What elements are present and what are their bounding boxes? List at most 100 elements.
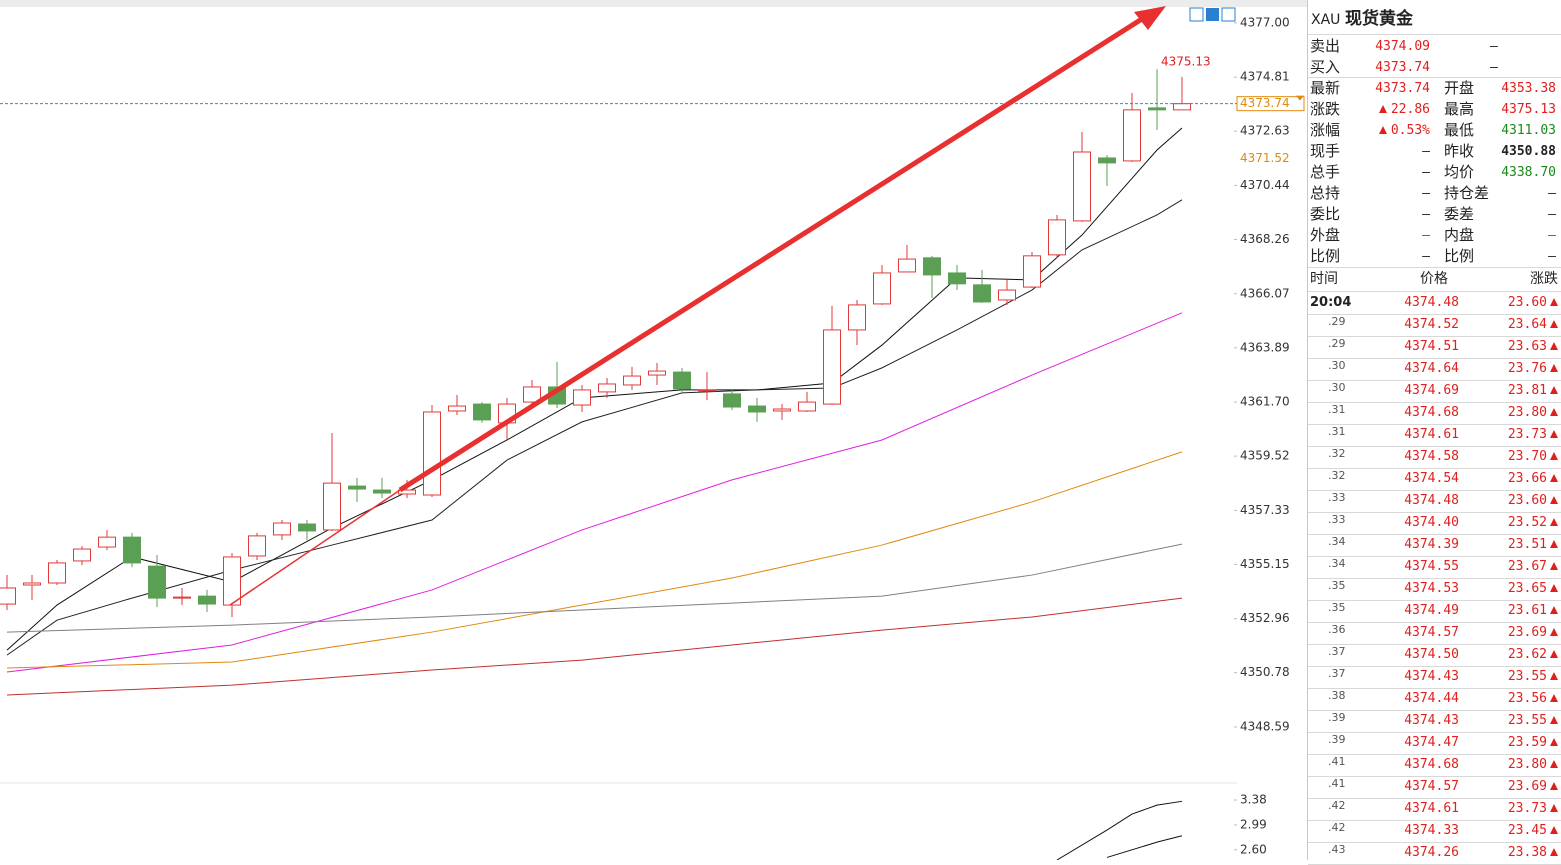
separator — [1308, 776, 1561, 777]
y-tick-label: 2.99 — [1240, 817, 1267, 831]
candle-body — [473, 403, 491, 421]
quote-value: – — [1422, 165, 1430, 180]
tick-time: .39 — [1328, 733, 1346, 746]
icon[interactable] — [1221, 7, 1236, 22]
candle-body — [73, 548, 91, 562]
tick-time: .35 — [1328, 579, 1346, 592]
trend-line — [229, 489, 401, 606]
separator — [1308, 710, 1561, 711]
y-tick-label: 2.60 — [1240, 842, 1267, 856]
candle-body — [823, 329, 841, 405]
y-tick-label: 4352.96 — [1240, 611, 1290, 625]
indicator-line — [1106, 835, 1183, 858]
candle-body — [573, 389, 591, 406]
quote-label: 委差 — [1444, 205, 1475, 223]
y-tick-label: 4366.07 — [1240, 286, 1290, 300]
quote-value: 22.86 — [1379, 101, 1430, 119]
candle-body — [373, 489, 391, 494]
toolbar-icons[interactable] — [1189, 7, 1236, 22]
tick-change: 23.65 — [1508, 580, 1558, 598]
separator — [1308, 666, 1561, 667]
tick-time: .34 — [1328, 535, 1346, 548]
candle-body — [0, 587, 16, 605]
tick-change: 23.67 — [1508, 558, 1558, 576]
tick-time: .37 — [1328, 667, 1346, 680]
quote-label: 总手 — [1310, 163, 1341, 181]
tick-change: 23.60 — [1508, 492, 1558, 510]
tick-time: 20:04 — [1310, 295, 1352, 310]
candle-body — [523, 386, 541, 403]
candle-body — [1173, 103, 1191, 111]
candle-body — [848, 304, 866, 331]
candle-body — [98, 536, 116, 548]
quote-value: – — [1548, 228, 1556, 243]
table-header: 涨跌 — [1530, 271, 1558, 287]
symbol-name: 现货黄金 — [1345, 9, 1413, 29]
y-tick-label: 4359.52 — [1240, 449, 1290, 463]
quote-value: – — [1548, 249, 1556, 264]
tick-change: 23.55 — [1508, 712, 1558, 730]
candle-body — [923, 257, 941, 276]
separator — [1308, 644, 1561, 645]
tick-time: .32 — [1328, 469, 1346, 482]
tick-time: .41 — [1328, 755, 1346, 768]
icon[interactable] — [1206, 8, 1219, 21]
quote-label: 开盘 — [1444, 79, 1475, 97]
tick-change: 23.69 — [1508, 624, 1558, 642]
candle-body — [1023, 255, 1041, 288]
quote-label: 外盘 — [1310, 226, 1341, 244]
tick-price: 4374.58 — [1404, 449, 1459, 464]
tick-price: 4374.48 — [1404, 295, 1459, 310]
separator — [1308, 402, 1561, 403]
high-label: 4375.13 — [1161, 55, 1211, 69]
tick-price: 4374.54 — [1404, 471, 1459, 486]
table-header: 时间 — [1310, 271, 1338, 287]
candle-body — [998, 289, 1016, 301]
candle-body — [48, 562, 66, 584]
quote-label: 最高 — [1444, 100, 1475, 118]
tick-time: .29 — [1328, 337, 1346, 350]
tick-change: 23.45 — [1508, 822, 1558, 840]
separator — [1308, 556, 1561, 557]
y-tick-label: 4377.00 — [1240, 15, 1290, 29]
candle-body — [298, 523, 316, 532]
quote-label: 均价 — [1444, 163, 1475, 181]
table-header: 价格 — [1420, 271, 1448, 287]
tick-change: 23.55 — [1508, 668, 1558, 686]
y-tick-label: 4374.81 — [1240, 70, 1290, 84]
quote-value: – — [1422, 249, 1430, 264]
y-tick-label: 4357.33 — [1240, 503, 1290, 517]
separator — [1308, 842, 1561, 843]
candle-body — [248, 535, 266, 557]
candle-body — [423, 411, 441, 496]
tick-time: .30 — [1328, 381, 1346, 394]
separator — [1308, 798, 1561, 799]
quote-value: 4311.03 — [1501, 123, 1556, 138]
candle-body — [223, 556, 241, 606]
separator — [1308, 600, 1561, 601]
tick-price: 4374.39 — [1404, 537, 1459, 552]
tick-change: 23.73 — [1508, 426, 1558, 444]
arrow-head — [1134, 6, 1166, 30]
quote-value: 4373.74 — [1375, 81, 1430, 96]
quote-value: 4353.38 — [1501, 81, 1556, 96]
separator — [1308, 578, 1561, 579]
tick-price: 4374.51 — [1404, 339, 1459, 354]
separator — [1308, 490, 1561, 491]
tick-change: 23.80 — [1508, 756, 1558, 774]
quote-label: 买入 — [1310, 58, 1341, 76]
indicator-line — [1056, 800, 1183, 860]
trend-arrow — [398, 14, 1147, 493]
candle-body — [948, 272, 966, 285]
quote-value: – — [1422, 228, 1430, 243]
icon[interactable] — [1189, 7, 1204, 22]
candle-body — [898, 258, 916, 273]
tick-time: .29 — [1328, 315, 1346, 328]
y-tick-label: 4355.15 — [1240, 557, 1290, 571]
tick-change: 23.61 — [1508, 602, 1558, 620]
tick-price: 4374.43 — [1404, 713, 1459, 728]
tick-price: 4374.61 — [1404, 801, 1459, 816]
candle-body — [348, 485, 366, 490]
tick-price: 4374.47 — [1404, 735, 1459, 750]
candle-body — [273, 522, 291, 536]
